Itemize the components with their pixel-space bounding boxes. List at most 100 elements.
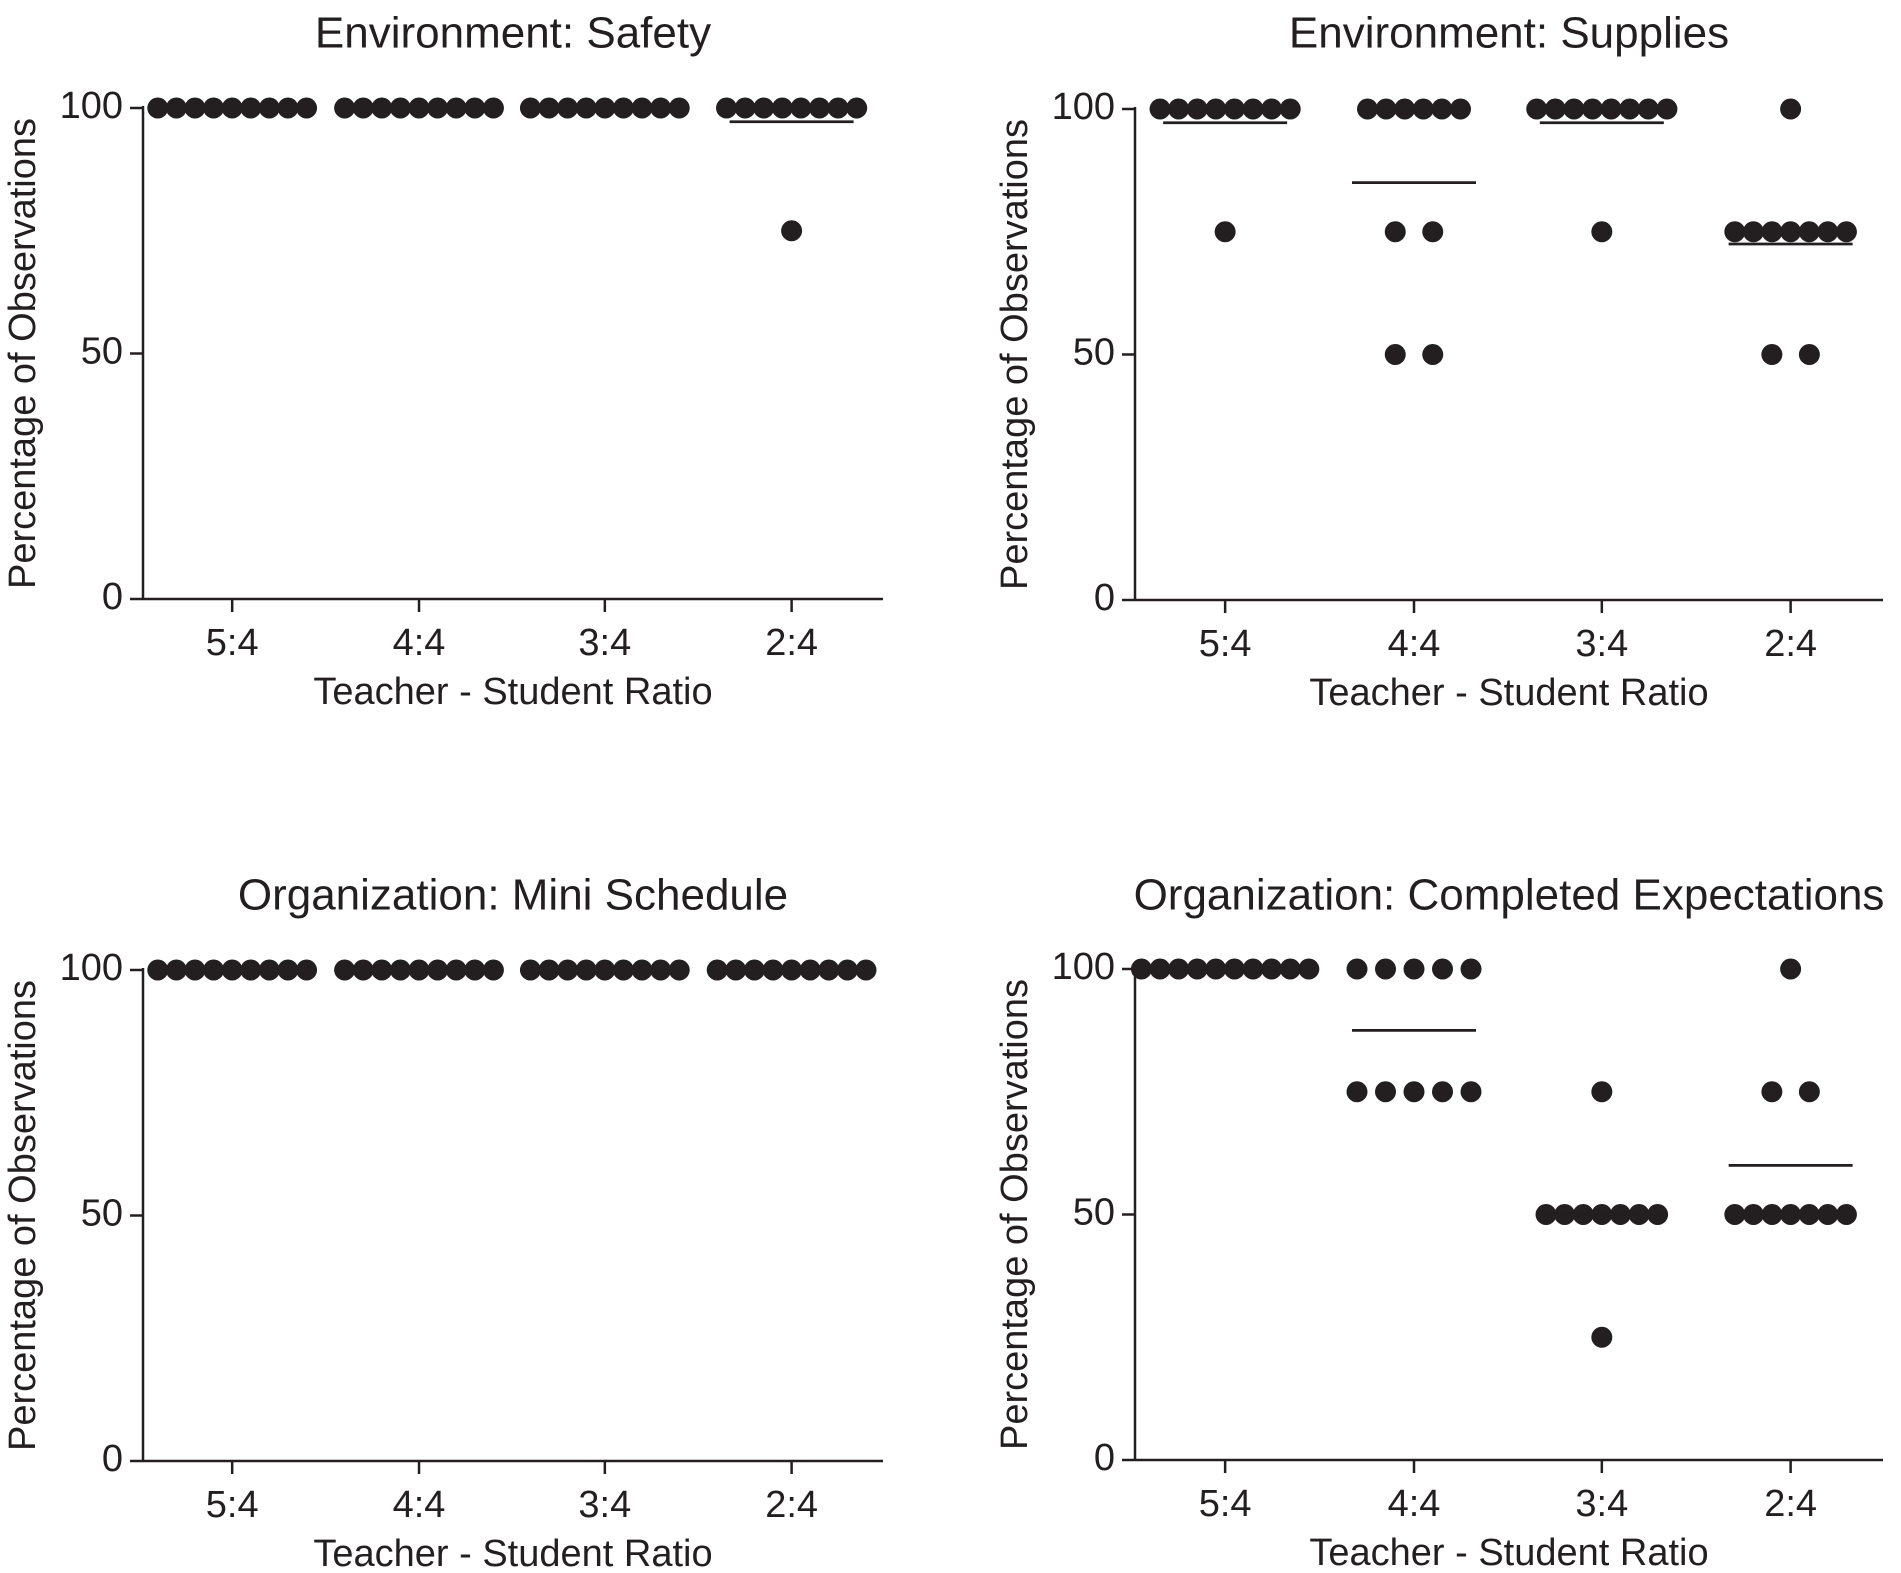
x-axis-label: Teacher - Student Ratio <box>313 671 712 713</box>
data-point <box>519 97 541 119</box>
data-point <box>1130 958 1152 980</box>
data-point <box>1780 1204 1802 1225</box>
x-tick-label: 5:4 <box>1199 1483 1252 1525</box>
data-point <box>809 97 831 119</box>
data-point <box>1422 344 1444 365</box>
data-point <box>1298 958 1320 980</box>
data-point <box>668 97 690 119</box>
data-point <box>1835 221 1857 243</box>
data-point <box>1422 221 1444 243</box>
data-point <box>1780 221 1802 243</box>
y-tick-label: 0 <box>102 576 123 618</box>
data-point <box>1403 958 1425 980</box>
x-tick-label: 3:4 <box>1575 623 1628 665</box>
x-tick-label: 2:4 <box>1764 1483 1817 1525</box>
data-point <box>1431 98 1453 120</box>
data-point <box>1563 98 1585 120</box>
data-point <box>482 959 504 981</box>
data-point <box>1460 1081 1482 1103</box>
data-point <box>1761 1204 1783 1225</box>
data-point <box>1412 98 1434 120</box>
x-tick-label: 3:4 <box>578 622 631 664</box>
y-tick-label: 100 <box>1052 86 1115 128</box>
data-point <box>1526 98 1548 120</box>
y-tick-label: 0 <box>1094 577 1115 619</box>
data-point <box>1168 98 1190 120</box>
x-tick-label: 3:4 <box>1575 1483 1628 1525</box>
data-point <box>1761 221 1783 243</box>
data-point <box>1544 98 1566 120</box>
data-point <box>1817 221 1839 243</box>
data-point <box>1149 98 1171 120</box>
data-point <box>1432 958 1454 980</box>
y-axis-label: Percentage of Observations <box>994 979 1036 1450</box>
x-tick-label: 5:4 <box>1199 623 1252 665</box>
data-point <box>1798 1204 1820 1225</box>
data-point <box>1375 98 1397 120</box>
data-point <box>1761 344 1783 365</box>
data-point <box>1384 221 1406 243</box>
data-point <box>1346 958 1368 980</box>
y-tick-label: 50 <box>81 1193 123 1235</box>
data-point <box>1600 98 1622 120</box>
y-axis-label: Percentage of Observations <box>2 118 44 589</box>
data-point <box>1149 958 1171 980</box>
data-point <box>1403 1081 1425 1103</box>
data-point <box>668 959 690 981</box>
data-point <box>1279 958 1301 980</box>
data-point <box>1761 1081 1783 1103</box>
data-point <box>1780 98 1802 120</box>
data-point <box>519 959 541 981</box>
chart-panel-1: Environment: Safety 0 50 100 Percentage of O… <box>2 9 883 713</box>
data-point <box>1582 98 1604 120</box>
y-tick-label: 0 <box>1094 1437 1115 1479</box>
data-point <box>1375 1081 1397 1103</box>
data-point <box>1742 1204 1764 1225</box>
data-point <box>855 959 877 981</box>
x-tick-label: 5:4 <box>206 1484 259 1526</box>
chart-title: Environment: Supplies <box>1289 9 1729 58</box>
data-point <box>827 97 849 119</box>
data-point <box>1357 98 1379 120</box>
data-point <box>1214 221 1236 243</box>
data-point <box>334 97 356 119</box>
data-point <box>147 97 169 119</box>
x-tick-label: 2:4 <box>765 622 818 664</box>
x-axis-label: Teacher - Student Ratio <box>313 1533 712 1573</box>
x-tick-label: 5:4 <box>206 622 259 664</box>
data-point <box>1384 344 1406 365</box>
data-point <box>1261 98 1283 120</box>
x-tick-label: 4:4 <box>393 622 446 664</box>
data-point <box>734 97 756 119</box>
x-tick-label: 4:4 <box>393 1484 446 1526</box>
data-point <box>1223 98 1245 120</box>
data-point <box>1742 221 1764 243</box>
y-tick-label: 50 <box>1073 1192 1115 1234</box>
data-point <box>147 959 169 981</box>
data-point <box>1375 958 1397 980</box>
data-point <box>706 959 728 981</box>
y-axis-label: Percentage of Observations <box>2 980 44 1451</box>
chart-panel-4: Organization: Completed Expectations 0 50 1… <box>994 871 1884 1573</box>
y-tick-label: 100 <box>60 947 123 989</box>
y-tick-label: 50 <box>81 331 123 373</box>
data-point <box>1798 344 1820 365</box>
x-tick-label: 3:4 <box>578 1484 631 1526</box>
data-point <box>1432 1081 1454 1103</box>
data-point <box>296 959 318 981</box>
chart-title: Organization: Mini Schedule <box>238 871 788 920</box>
chart-panel-3: Organization: Mini Schedule 0 50 100 Percent… <box>2 871 883 1573</box>
data-point <box>1394 98 1416 120</box>
data-point <box>1619 98 1641 120</box>
x-tick-label: 2:4 <box>1764 623 1817 665</box>
data-point <box>1724 1204 1746 1225</box>
data-point <box>716 97 738 119</box>
data-point <box>790 97 812 119</box>
x-axis-label: Teacher - Student Ratio <box>1309 1532 1708 1573</box>
data-point <box>1591 221 1613 243</box>
data-point <box>1460 958 1482 980</box>
y-tick-label: 0 <box>102 1438 123 1480</box>
chart-title: Organization: Completed Expectations <box>1134 871 1885 920</box>
data-point <box>1817 1204 1839 1225</box>
